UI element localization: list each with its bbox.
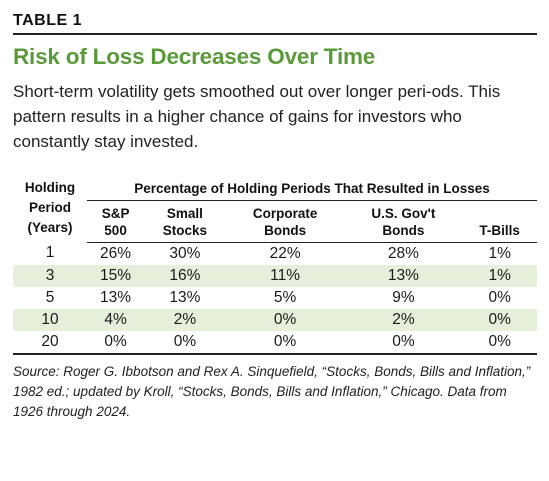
period-cell: 5	[45, 288, 55, 306]
col-header-line: Stocks	[162, 223, 208, 239]
value-cell: 13%	[169, 288, 201, 306]
value-cell: 30%	[169, 244, 201, 262]
col-header-line: Small	[166, 206, 203, 222]
col-header-tbills: T-Bills	[462, 200, 537, 243]
col-header-line: Bonds	[382, 223, 425, 239]
col-header-sp500: S&P 500	[87, 200, 145, 243]
table-label: TABLE 1	[13, 12, 82, 29]
col-header-line: 500	[104, 223, 127, 239]
value-cell: 1%	[488, 244, 511, 262]
col-header-small-stocks: Small Stocks	[144, 200, 226, 243]
table-figure: TABLE 1 Risk of Loss Decreases Over Time…	[13, 12, 537, 422]
value-cell: 0%	[488, 288, 511, 306]
value-cell: 0%	[462, 330, 537, 355]
value-cell: 0%	[225, 308, 345, 331]
period-header-line-3: (Years)	[27, 220, 73, 235]
value-cell: 0%	[225, 330, 345, 355]
period-cell: 20	[13, 330, 87, 355]
value-cell: 15%	[87, 264, 145, 287]
intro-text: Short-term volatility gets smoothed out …	[13, 82, 501, 151]
value-cell: 13%	[344, 264, 463, 287]
table-row: 3 15% 16% 11% 13% 1%	[13, 264, 537, 287]
period-cell: 1	[45, 244, 55, 262]
period-cell: 10	[13, 308, 87, 331]
col-header-corporate-bonds: Corporate Bonds	[225, 200, 345, 243]
value-cell: 11%	[225, 264, 345, 287]
period-header-line-2: Period	[28, 200, 71, 215]
col-header-line: S&P	[101, 206, 130, 222]
value-cell: 5%	[273, 288, 297, 306]
value-cell: 1%	[462, 264, 537, 287]
value-cell: 16%	[144, 264, 226, 287]
table-row: 5 13% 13% 5% 9% 0%	[13, 287, 537, 309]
table-row: 1 26% 30% 22% 28% 1%	[13, 242, 537, 265]
col-header-line: U.S. Gov't	[371, 206, 436, 222]
col-header-line: T-Bills	[479, 223, 520, 239]
col-header-gov-bonds: U.S. Gov't Bonds	[344, 200, 463, 243]
holding-period-header: Holding Period (Years)	[13, 178, 87, 242]
source-note: Source: Roger G. Ibbotson and Rex A. Sin…	[13, 363, 531, 419]
value-cell: 0%	[462, 308, 537, 331]
value-cell: 22%	[269, 244, 301, 262]
value-cell: 28%	[387, 244, 419, 262]
period-cell: 3	[13, 264, 87, 287]
value-cell: 4%	[87, 308, 145, 331]
top-rule	[13, 33, 537, 35]
value-cell: 2%	[144, 308, 226, 331]
col-header-line: Bonds	[264, 223, 307, 239]
value-cell: 0%	[144, 330, 226, 355]
table-row: 20 0% 0% 0% 0% 0%	[13, 330, 537, 355]
table-title: Risk of Loss Decreases Over Time	[13, 44, 376, 69]
value-cell: 0%	[344, 330, 463, 355]
group-header: Percentage of Holding Periods That Resul…	[87, 178, 537, 202]
value-cell: 9%	[392, 288, 415, 306]
value-cell: 13%	[100, 288, 132, 306]
col-header-line: Corporate	[252, 206, 318, 222]
value-cell: 26%	[100, 244, 132, 262]
table-row: 10 4% 2% 0% 2% 0%	[13, 308, 537, 331]
period-header-line-1: Holding	[24, 180, 76, 195]
value-cell: 2%	[344, 308, 463, 331]
value-cell: 0%	[87, 330, 145, 355]
loss-table: Holding Period (Years) Percentage of Hol…	[13, 178, 537, 355]
